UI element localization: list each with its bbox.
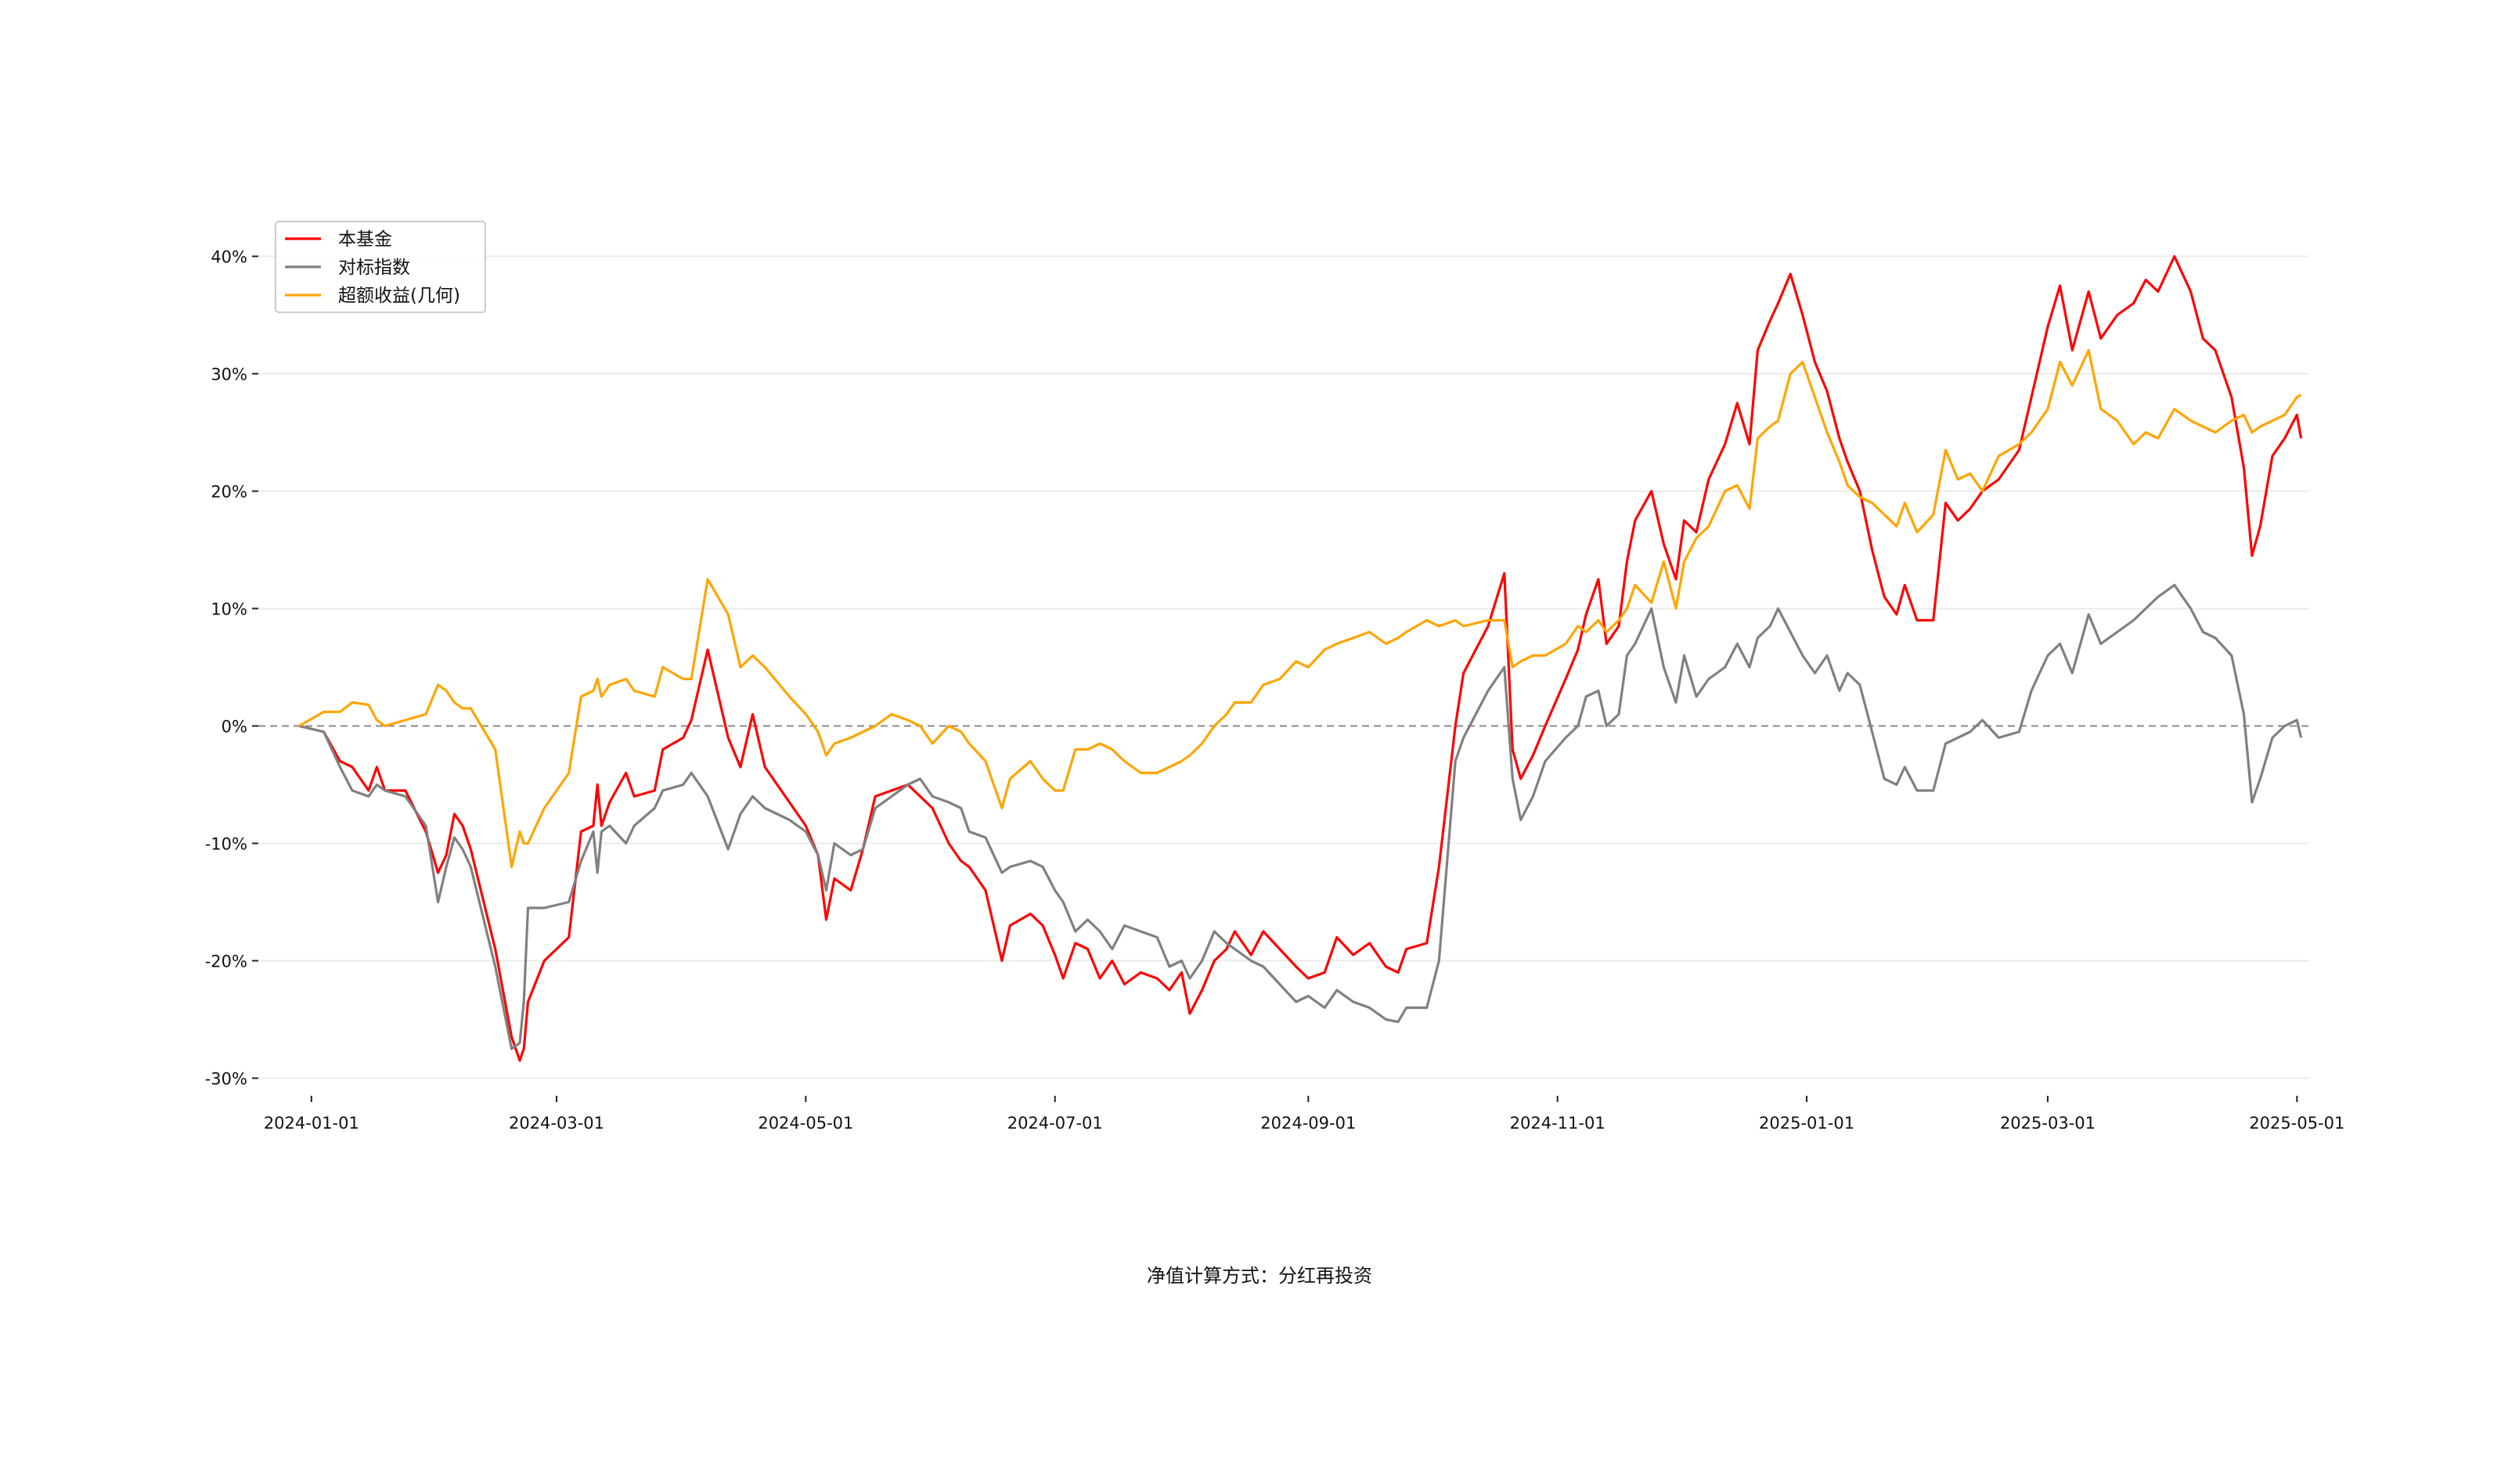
- x-tick-label: 2024-09-01: [1260, 1114, 1356, 1133]
- y-tick-label: 40%: [211, 248, 247, 267]
- y-axis: -30% -20% -10% 0% 10% 20% 30% 40%: [205, 248, 258, 1089]
- series-line-2: [298, 583, 2303, 1050]
- x-tick-label: 2024-05-01: [758, 1114, 853, 1133]
- x-tick-label: 2024-11-01: [1510, 1114, 1605, 1133]
- y-tick-label: 0%: [222, 718, 247, 737]
- x-tick-label: 2024-01-01: [264, 1114, 359, 1133]
- x-tick-label: 2024-07-01: [1007, 1114, 1103, 1133]
- legend-label: 对标指数: [338, 258, 410, 278]
- x-tick-label: 2025-03-01: [2000, 1114, 2096, 1133]
- y-tick-label: 20%: [211, 483, 247, 502]
- y-tick-label: 30%: [211, 366, 247, 384]
- x-tick-label: 2024-03-01: [509, 1114, 604, 1133]
- y-tick-label: -30%: [205, 1070, 247, 1089]
- x-axis: 2024-01-01 2024-03-01 2024-05-01 2024-07-01…: [264, 1096, 2344, 1133]
- x-tick-label: 2025-05-01: [2249, 1114, 2344, 1133]
- legend-box: [275, 221, 486, 313]
- y-tick-label: -10%: [205, 835, 247, 854]
- x-tick-label: 2025-01-01: [1759, 1114, 1854, 1133]
- nav-method-footnote: 净值计算方式：分红再投资: [1147, 1265, 1372, 1287]
- y-tick-label: -20%: [205, 953, 247, 971]
- series-line-3: [298, 348, 2302, 869]
- series-lines: [298, 254, 2303, 1062]
- legend-label: 超额收益(几何): [338, 286, 460, 306]
- series-line-1: [298, 254, 2303, 1062]
- legend-label: 本基金: [338, 229, 392, 250]
- y-tick-label: 10%: [211, 600, 247, 619]
